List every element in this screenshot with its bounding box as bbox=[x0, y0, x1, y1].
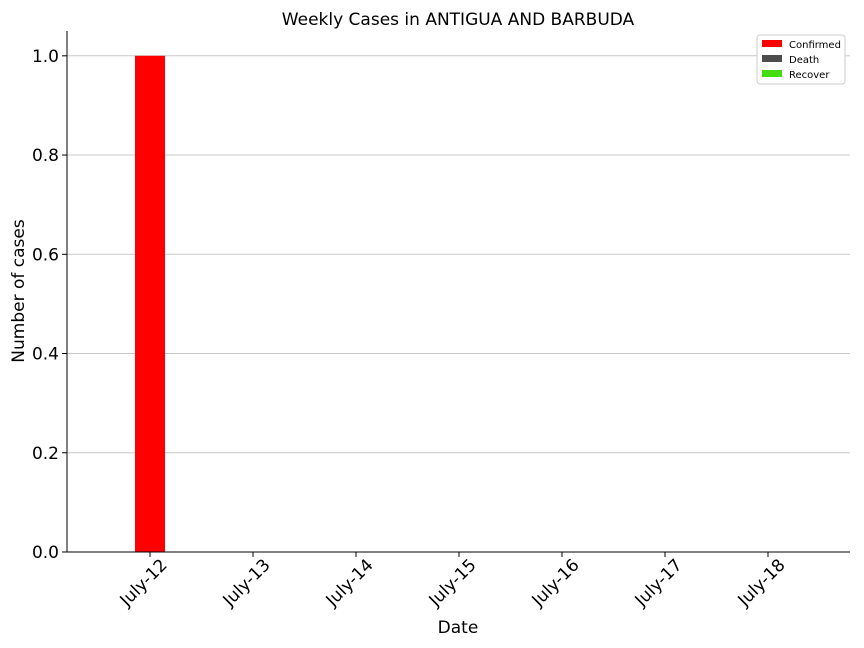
x-tick-label: July-12 bbox=[116, 555, 172, 611]
y-tick-label: 0.6 bbox=[32, 245, 59, 265]
y-tick-layer: 0.0 0.2 0.4 0.6 0.8 1.0 bbox=[32, 47, 67, 563]
y-tick-label: 0.4 bbox=[32, 345, 59, 365]
x-tick-label: July-15 bbox=[425, 555, 481, 611]
grid-layer bbox=[67, 55, 850, 454]
x-tick-label: July-14 bbox=[322, 555, 378, 611]
legend-label-recover: Recover bbox=[789, 70, 830, 81]
legend: Confirmed Death Recover bbox=[756, 34, 846, 85]
legend-swatch-recover bbox=[762, 70, 782, 77]
legend-items: Confirmed Death Recover bbox=[762, 40, 841, 81]
x-tick-label: July-16 bbox=[528, 555, 584, 611]
y-tick-label: 0.2 bbox=[32, 444, 59, 464]
y-tick-label: 0.8 bbox=[32, 146, 59, 166]
x-tick-layer: July-12 July-13 July-14 July-15 July-16 July-… bbox=[116, 552, 790, 611]
x-axis-label: Date bbox=[438, 618, 479, 638]
x-tick-label: July-13 bbox=[219, 555, 275, 611]
bar-confirmed bbox=[135, 55, 165, 553]
legend-swatch-confirmed bbox=[762, 40, 782, 47]
y-axis-label: Number of cases bbox=[9, 219, 29, 363]
x-tick-label: July-18 bbox=[734, 555, 790, 611]
x-tick-label: July-17 bbox=[631, 555, 687, 611]
bar-layer bbox=[135, 55, 165, 553]
y-tick-label: 0.0 bbox=[32, 543, 59, 563]
y-tick-label: 1.0 bbox=[32, 47, 59, 67]
legend-label-death: Death bbox=[789, 55, 819, 66]
chart-title: Weekly Cases in ANTIGUA AND BARBUDA bbox=[282, 10, 635, 30]
legend-swatch-death bbox=[762, 55, 782, 62]
legend-label-confirmed: Confirmed bbox=[789, 40, 841, 51]
